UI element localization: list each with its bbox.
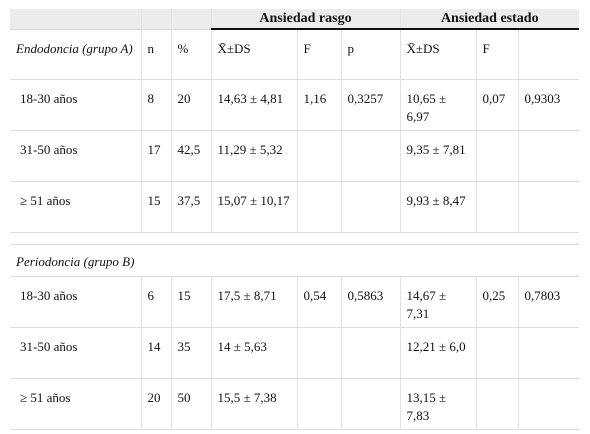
cell-estado: 14,67 ± 7,31 bbox=[399, 276, 476, 328]
row-label: 31-50 años bbox=[10, 130, 141, 182]
spacer-row bbox=[10, 232, 580, 245]
col-header-p-estado bbox=[517, 29, 580, 80]
table-row: 31-50 años 17 42,5 11,29 ± 5,32 9,35 ± 7… bbox=[10, 130, 580, 182]
cell-f-estado bbox=[475, 181, 518, 233]
cell-f-estado bbox=[475, 378, 518, 430]
spacer-cell bbox=[10, 232, 580, 245]
cell-n: 17 bbox=[140, 130, 171, 182]
header-blank-cell bbox=[10, 9, 141, 30]
cell-rasgo: 17,5 ± 8,71 bbox=[210, 276, 297, 328]
cell-f-rasgo bbox=[296, 181, 341, 233]
cell-rasgo: 15,5 ± 7,38 bbox=[210, 378, 297, 430]
cell-f-rasgo bbox=[296, 378, 341, 430]
cell-rasgo: 14,63 ± 4,81 bbox=[210, 79, 297, 131]
col-header-pct: % bbox=[170, 29, 211, 80]
cell-n: 6 bbox=[140, 276, 171, 328]
section-header-row: Periodoncia (grupo B) bbox=[10, 244, 580, 277]
cell-f-rasgo: 1,16 bbox=[296, 79, 341, 131]
header-blank-cell bbox=[140, 9, 171, 30]
table-row: ≥ 51 años 20 50 15,5 ± 7,38 13,15 ± 7,83 bbox=[10, 378, 580, 430]
cell-p-rasgo: 0,3257 bbox=[340, 79, 400, 131]
row-label: 18-30 años bbox=[10, 79, 141, 131]
table-row: 31-50 años 14 35 14 ± 5,63 12,21 ± 6,0 bbox=[10, 327, 580, 379]
cell-p-rasgo: 0,5863 bbox=[340, 276, 400, 328]
cell-n: 20 bbox=[140, 378, 171, 430]
cell-f-rasgo bbox=[296, 130, 341, 182]
cell-p-estado bbox=[517, 181, 580, 233]
cell-pct: 42,5 bbox=[170, 130, 211, 182]
cell-f-estado: 0,25 bbox=[475, 276, 518, 328]
cell-f-estado bbox=[475, 327, 518, 379]
col-header-mean-sd-rasgo: X̄±DS bbox=[210, 29, 297, 80]
cell-pct: 20 bbox=[170, 79, 211, 131]
cell-p-estado: 0,7803 bbox=[517, 276, 580, 328]
cell-rasgo: 15,07 ± 10,17 bbox=[210, 181, 297, 233]
cell-p-rasgo bbox=[340, 378, 400, 430]
cell-pct: 37,5 bbox=[170, 181, 211, 233]
section-b-title: Periodoncia (grupo B) bbox=[10, 244, 580, 277]
cell-estado: 9,35 ± 7,81 bbox=[399, 130, 476, 182]
results-table: Ansiedad rasgo Ansiedad estado Endodonci… bbox=[10, 9, 580, 430]
group-header-estado: Ansiedad estado bbox=[399, 9, 580, 30]
cell-n: 14 bbox=[140, 327, 171, 379]
cell-pct: 35 bbox=[170, 327, 211, 379]
cell-n: 15 bbox=[140, 181, 171, 233]
col-header-mean-sd-estado: X̄±DS bbox=[399, 29, 476, 80]
col-header-p-rasgo: p bbox=[340, 29, 400, 80]
cell-n: 8 bbox=[140, 79, 171, 131]
col-header-f-estado: F bbox=[475, 29, 518, 80]
cell-p-estado bbox=[517, 130, 580, 182]
table-row: 18-30 años 8 20 14,63 ± 4,81 1,16 0,3257… bbox=[10, 79, 580, 131]
row-label: ≥ 51 años bbox=[10, 378, 141, 430]
cell-pct: 15 bbox=[170, 276, 211, 328]
table-row: 18-30 años 6 15 17,5 ± 8,71 0,54 0,5863 … bbox=[10, 276, 580, 328]
cell-p-rasgo bbox=[340, 327, 400, 379]
cell-p-rasgo bbox=[340, 181, 400, 233]
cell-pct: 50 bbox=[170, 378, 211, 430]
cell-p-estado: 0,9303 bbox=[517, 79, 580, 131]
header-blank-cell bbox=[170, 9, 211, 30]
cell-rasgo: 14 ± 5,63 bbox=[210, 327, 297, 379]
cell-estado: 10,65 ± 6,97 bbox=[399, 79, 476, 131]
row-label: ≥ 51 años bbox=[10, 181, 141, 233]
cell-f-rasgo: 0,54 bbox=[296, 276, 341, 328]
group-header-rasgo: Ansiedad rasgo bbox=[210, 9, 400, 30]
row-label: 18-30 años bbox=[10, 276, 141, 328]
cell-p-estado bbox=[517, 327, 580, 379]
cell-f-rasgo bbox=[296, 327, 341, 379]
section-a-title: Endodoncia (grupo A) bbox=[10, 29, 141, 80]
column-header-row: Endodoncia (grupo A) n % X̄±DS F p X̄±DS… bbox=[10, 29, 580, 80]
cell-estado: 9,93 ± 8,47 bbox=[399, 181, 476, 233]
col-header-f-rasgo: F bbox=[296, 29, 341, 80]
col-header-n: n bbox=[140, 29, 171, 80]
group-header-row: Ansiedad rasgo Ansiedad estado bbox=[10, 9, 580, 30]
cell-rasgo: 11,29 ± 5,32 bbox=[210, 130, 297, 182]
cell-estado: 13,15 ± 7,83 bbox=[399, 378, 476, 430]
cell-f-estado bbox=[475, 130, 518, 182]
cell-estado: 12,21 ± 6,0 bbox=[399, 327, 476, 379]
table-row: ≥ 51 años 15 37,5 15,07 ± 10,17 9,93 ± 8… bbox=[10, 181, 580, 233]
row-label: 31-50 años bbox=[10, 327, 141, 379]
cell-p-estado bbox=[517, 378, 580, 430]
cell-p-rasgo bbox=[340, 130, 400, 182]
cell-f-estado: 0,07 bbox=[475, 79, 518, 131]
